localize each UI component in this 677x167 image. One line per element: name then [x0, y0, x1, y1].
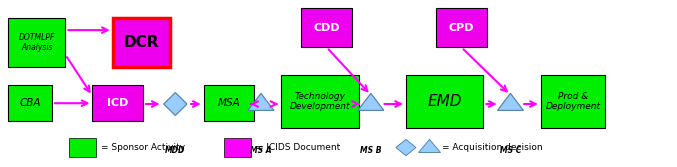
- Text: MS C: MS C: [500, 146, 521, 155]
- Polygon shape: [358, 93, 384, 110]
- FancyBboxPatch shape: [301, 8, 352, 47]
- Polygon shape: [396, 139, 416, 156]
- Polygon shape: [164, 93, 187, 116]
- FancyBboxPatch shape: [541, 75, 605, 128]
- Text: CBA: CBA: [19, 98, 41, 108]
- Text: DOTMLPF
Analysis: DOTMLPF Analysis: [18, 33, 55, 52]
- Polygon shape: [248, 93, 274, 110]
- Text: = Sponsor Activity: = Sponsor Activity: [101, 143, 185, 152]
- FancyBboxPatch shape: [224, 138, 251, 157]
- FancyBboxPatch shape: [281, 75, 359, 128]
- Text: Technology
Development: Technology Development: [290, 92, 350, 111]
- FancyBboxPatch shape: [204, 85, 255, 121]
- Text: MS B: MS B: [360, 146, 382, 155]
- Polygon shape: [418, 139, 441, 152]
- Text: MDD: MDD: [165, 146, 185, 155]
- FancyBboxPatch shape: [8, 18, 66, 67]
- Text: = Acquisition decision: = Acquisition decision: [442, 143, 543, 152]
- FancyBboxPatch shape: [406, 75, 483, 128]
- FancyBboxPatch shape: [436, 8, 487, 47]
- Text: ICD: ICD: [107, 98, 129, 108]
- Text: MS A: MS A: [250, 146, 271, 155]
- Text: EMD: EMD: [427, 94, 462, 109]
- FancyBboxPatch shape: [112, 18, 170, 67]
- Polygon shape: [498, 93, 523, 110]
- Text: MSA: MSA: [217, 98, 240, 108]
- Text: = JCIDS Document: = JCIDS Document: [257, 143, 341, 152]
- FancyBboxPatch shape: [69, 138, 95, 157]
- Text: DCR: DCR: [123, 35, 159, 50]
- Text: CPD: CPD: [449, 23, 475, 33]
- FancyBboxPatch shape: [8, 85, 52, 121]
- FancyBboxPatch shape: [92, 85, 143, 121]
- Text: CDD: CDD: [313, 23, 340, 33]
- Text: Prod &
Deployment: Prod & Deployment: [545, 92, 600, 111]
